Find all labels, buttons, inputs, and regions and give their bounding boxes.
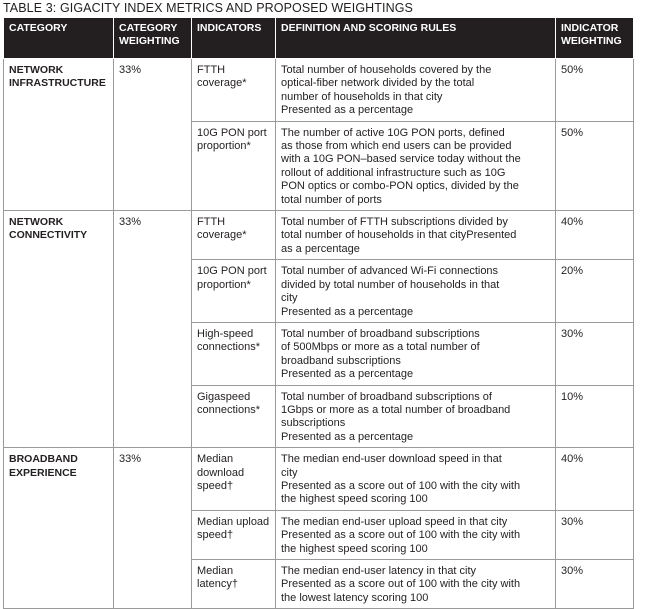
definition-line: The median end-user download speed in th… [281,453,502,466]
definition-cell: The median end-user upload speed in that… [275,509,556,561]
definition-line: Total number of FTTH subscriptions divid… [281,216,508,229]
definition-line: with a 10G PON–based service today witho… [281,153,521,166]
indicator-name: Gigaspeed connections* [191,384,276,449]
definition-line: the highest speed scoring 100 [281,542,428,555]
category-cell: NETWORK CONNECTIVITY [3,210,114,449]
definition-line: total number of households in that cityP… [281,229,517,242]
definition-line: the highest speed scoring 100 [281,493,428,506]
header-row: CATEGORY CATEGORY WEIGHTING INDICATORS DEFI… [3,17,634,59]
definition-cell: Total number of FTTH subscriptions divid… [275,210,556,261]
definition-line: Total number of broadband subscriptions … [281,390,492,403]
definition-line: divided by total number of households in… [281,278,500,291]
table-body: NETWORK INFRASTRUCTURE 33% FTTH coverage* T… [3,57,634,609]
table-row: NETWORK INFRASTRUCTURE 33% FTTH coverage* T… [3,57,634,212]
definition-cell: Total number of broadband subscriptions o… [275,321,556,386]
definition-line: The median end-user latency in that city [281,565,477,577]
definition-line: Presented as a score out of 100 with the… [281,578,521,591]
definition-line: Total number of advanced Wi-Fi connectio… [281,265,499,278]
definition-line: total number of ports [281,193,382,206]
indicator-weighting: 10% [555,384,634,449]
header-cell: CATEGORY [3,17,114,59]
definition-line: Total number of households covered by th… [281,64,492,76]
indicator-name: Median upload speed† [191,509,276,561]
header-cell: INDICATOR WEIGHTING [555,17,634,59]
header-cell: DEFINITION AND SCORING RULES [275,17,556,59]
definition-line: subscriptions [281,417,346,430]
indicator-weighting: 40% [555,447,634,511]
definition-cell: Total number of broadband subscriptions … [275,384,556,449]
category-cell: BROADBAND EXPERIENCE [3,447,114,609]
table-row: Median upload speed† The median end-user … [4,509,634,561]
definition-line: of 500Mbps or more as a total number of [281,341,480,354]
definition-line: city [281,466,298,479]
definition-line: PON optics or combo-PON optics, divided … [281,180,519,193]
definition-line: Presented as a percentage [281,104,414,117]
page: TABLE 3: GIGACITY INDEX METRICS AND PROP… [3,1,634,609]
indicator-name: FTTH coverage* [191,210,276,261]
header-cell: CATEGORY WEIGHTING [113,17,192,59]
definition-line: the lowest latency scoring 100 [281,591,429,604]
indicator-name: Median latency† [191,558,276,609]
table-row: 10G PON port proportion* Total number of … [4,259,634,323]
definition-line: Presented as a percentage [281,430,414,443]
definition-line: Total number of broadband subscriptions [281,327,480,340]
indicator-name: 10G PON port proportion* [191,120,276,212]
definition-line: Presented as a percentage [281,305,414,318]
table-row: 10G PON port proportion* The number of ac… [4,120,634,212]
category-weighting: 33% [113,210,192,449]
header-cell: INDICATORS [191,17,276,59]
indicator-name: Median download speed† [191,447,276,511]
indicator-weighting: 30% [555,321,634,386]
category-weighting: 33% [113,57,192,212]
definition-line: Presented as a score out of 100 with the… [281,529,521,542]
definition-line: The number of active 10G PON ports, defi… [281,126,505,139]
table-row: NETWORK CONNECTIVITY 33% FTTH coverage* Tot… [3,210,634,449]
definition-line: as a percentage [281,242,360,255]
indicator-weighting: 30% [555,509,634,561]
definition-line: optical-fiber network divided by the tot… [281,77,475,90]
definition-line: The median end-user upload speed in that… [281,515,508,528]
definition-cell: The median end-user latency in that city… [275,558,556,609]
indicator-name: FTTH coverage* [191,58,276,122]
category-weighting: 33% [113,447,192,609]
table-title: TABLE 3: GIGACITY INDEX METRICS AND PROP… [3,1,413,15]
table-row: High-speed connections* Total number of b… [4,321,634,386]
definition-line: rollout of additional infrastructure suc… [281,166,506,179]
definition-line: Presented as a percentage [281,368,414,381]
definition-line: city [281,292,298,305]
indicator-name: High-speed connections* [191,321,276,386]
definition-cell: The median end-user download speed in th… [275,447,556,511]
definition-line: as those from which end users can be pro… [281,140,512,153]
definition-cell: The number of active 10G PON ports, defi… [275,120,556,212]
indicator-weighting: 20% [555,259,634,323]
definition-line: number of households in that city [281,90,443,103]
definition-cell: Total number of households covered by th… [275,58,556,122]
indicator-weighting: 30% [555,558,634,609]
definition-line: broadband subscriptions [281,354,401,367]
indicator-weighting: 50% [555,58,634,122]
indicator-name: 10G PON port proportion* [191,259,276,323]
definition-line: 1Gbps or more as a total number of broad… [281,403,511,416]
category-cell: NETWORK INFRASTRUCTURE [3,57,114,212]
table-row: BROADBAND EXPERIENCE 33% Median download s… [3,447,634,609]
definition-cell: Total number of advanced Wi-Fi connectio… [275,259,556,323]
metrics-table: CATEGORY CATEGORY WEIGHTING INDICATORS DEFI… [3,17,634,609]
definition-line: Presented as a score out of 100 with the… [281,479,521,492]
indicator-weighting: 40% [555,210,634,261]
indicator-weighting: 50% [555,120,634,212]
table-row: Gigaspeed connections* Total number of br… [4,384,634,449]
